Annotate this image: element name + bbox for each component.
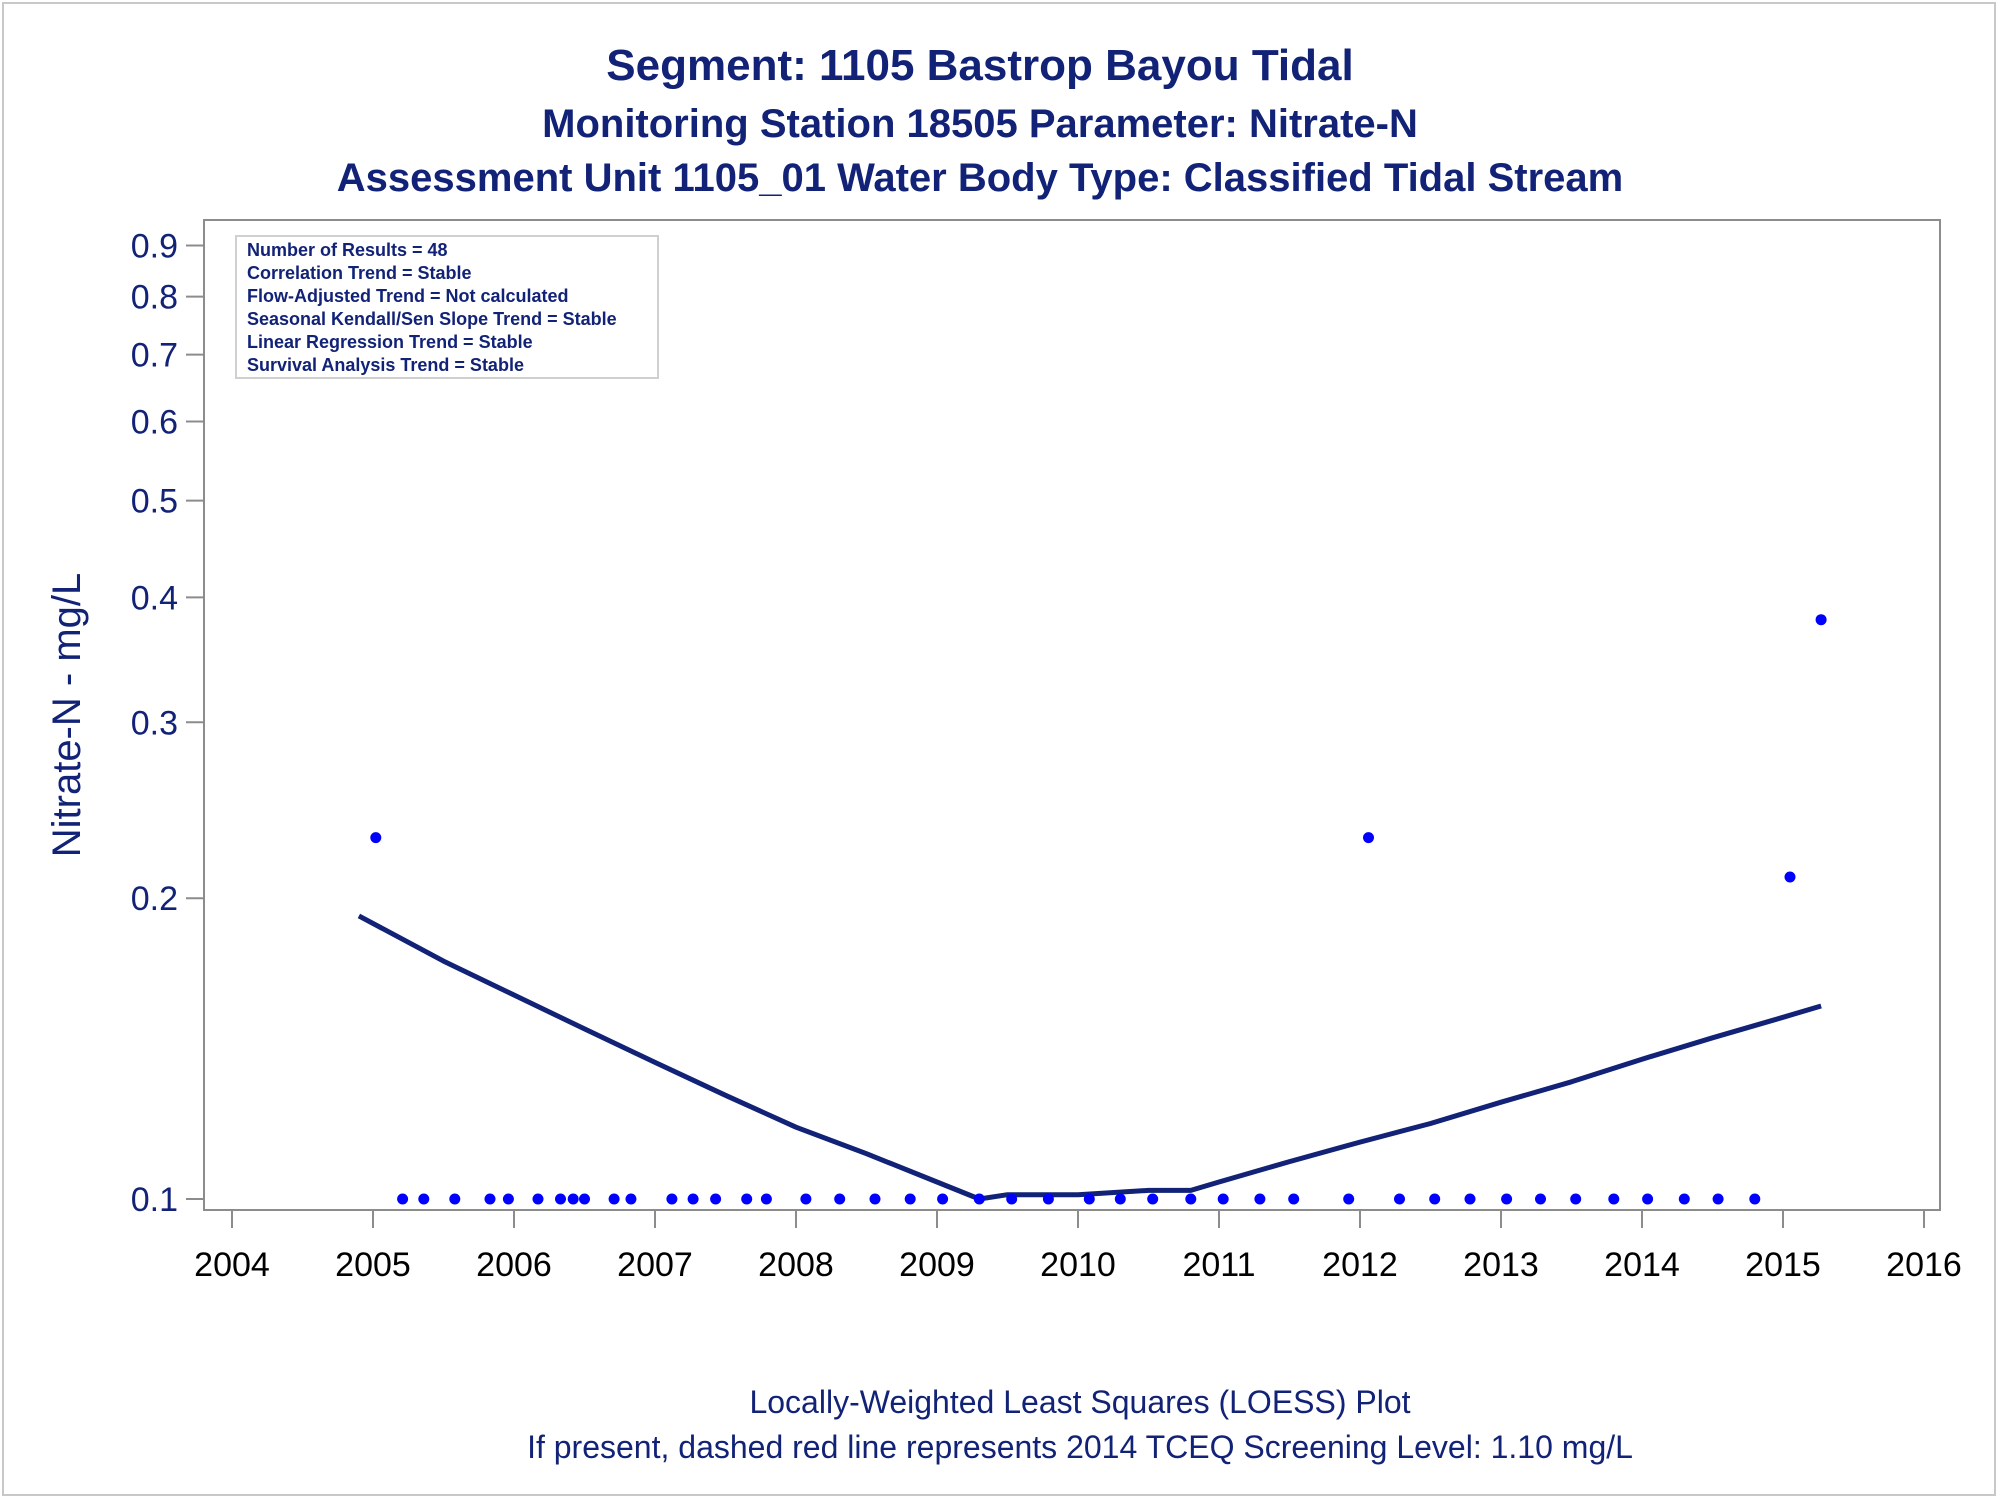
data-point [1006,1193,1018,1205]
y-tick-label: 0.9 [131,228,178,266]
data-point [869,1193,881,1205]
footnote-2: If present, dashed red line represents 2… [527,1429,1633,1465]
stats-line-results: Number of Results = 48 [247,240,448,260]
x-tick-label: 2013 [1463,1246,1539,1284]
x-axis: 2004 2005 2006 2007 2008 2009 2010 2011 2012 2013… [194,1210,1962,1284]
data-point [1642,1193,1654,1205]
data-point [1535,1193,1546,1205]
data-point [1570,1193,1582,1205]
data-point [555,1193,566,1205]
data-point [608,1193,620,1205]
data-point [687,1193,699,1205]
data-point [449,1193,461,1205]
data-point [1083,1193,1095,1205]
x-tick-label: 2007 [617,1246,693,1284]
data-point [800,1193,812,1205]
loess-line-layer [357,913,1822,1202]
y-axis: 0.1 0.2 0.3 0.4 0.5 0.6 0.7 0.8 0.9 [131,228,204,1219]
data-point [1394,1193,1405,1205]
data-point [1815,614,1827,626]
data-point [1678,1193,1690,1205]
stats-line-flow-adjusted: Flow-Adjusted Trend = Not calculated [247,286,569,306]
y-tick-label: 0.6 [131,403,178,441]
data-point [579,1193,590,1205]
data-point [760,1193,772,1205]
data-point [1501,1193,1513,1205]
y-tick-label: 0.8 [131,279,178,317]
stats-line-linear-regression: Linear Regression Trend = Stable [247,332,533,352]
data-point [1288,1193,1300,1205]
data-point [1185,1193,1197,1205]
data-point [1254,1193,1266,1205]
data-point [1784,871,1796,883]
data-point [904,1193,916,1205]
x-tick-label: 2016 [1886,1246,1962,1284]
data-point [1712,1193,1724,1205]
y-tick-label: 0.4 [131,579,178,617]
data-point [625,1193,637,1205]
data-point [834,1193,846,1205]
stats-line-survival: Survival Analysis Trend = Stable [247,355,524,375]
chart-title: Segment: 1105 Bastrop Bayou Tidal [606,41,1353,90]
data-point [418,1193,430,1205]
stats-box: Number of Results = 48 Correlation Trend… [235,235,659,379]
data-point [532,1193,544,1205]
chart-subtitle-2: Assessment Unit 1105_01 Water Body Type:… [337,156,1623,200]
x-tick-label: 2014 [1604,1246,1680,1284]
data-point [741,1193,753,1205]
x-tick-label: 2006 [476,1246,552,1284]
data-point [567,1193,579,1205]
data-point [370,832,382,844]
data-point [1363,832,1374,844]
data-point [1114,1193,1126,1205]
data-point [397,1193,409,1205]
chart-subtitle-1: Monitoring Station 18505 Parameter: Nitr… [542,102,1418,146]
y-axis-label: Nitrate-N - mg/L [45,573,89,858]
y-tick-label: 0.2 [131,880,178,918]
x-tick-label: 2005 [335,1246,411,1284]
footnote-1: Locally-Weighted Least Squares (LOESS) P… [749,1384,1410,1420]
x-tick-label: 2010 [1040,1246,1116,1284]
data-point [1429,1193,1441,1205]
plot-area [203,219,1941,1211]
data-point [1042,1193,1054,1205]
x-tick-label: 2004 [194,1246,270,1284]
data-point [502,1193,514,1205]
data-point [973,1193,985,1205]
data-point [1147,1193,1159,1205]
data-point [666,1193,678,1205]
x-tick-label: 2012 [1322,1246,1398,1284]
data-point [1343,1193,1355,1205]
x-tick-label: 2011 [1182,1246,1255,1284]
y-tick-label: 0.3 [131,704,178,742]
x-tick-label: 2008 [758,1246,834,1284]
loess-line [357,913,1822,1202]
data-point [710,1193,722,1205]
data-point [1608,1193,1620,1205]
data-point [1464,1193,1476,1205]
data-point [1217,1193,1229,1205]
data-point [937,1193,949,1205]
stats-box-border [235,235,659,379]
y-tick-label: 0.5 [131,483,178,521]
y-tick-label: 0.7 [131,337,178,375]
y-tick-label: 0.1 [131,1181,178,1219]
data-point [1749,1193,1761,1205]
x-tick-label: 2009 [899,1246,975,1284]
stats-line-seasonal-kendall: Seasonal Kendall/Sen Slope Trend = Stabl… [247,309,617,329]
data-points-layer [353,240,1827,1205]
data-point [484,1193,496,1205]
stats-line-correlation: Correlation Trend = Stable [247,263,472,283]
x-tick-label: 2015 [1745,1246,1821,1284]
